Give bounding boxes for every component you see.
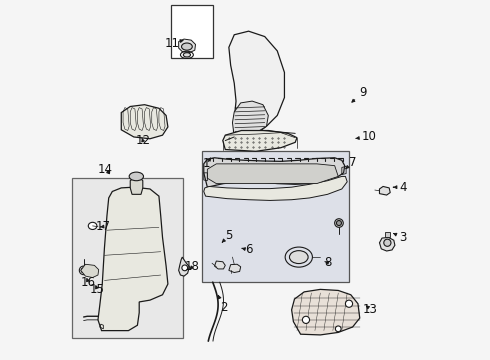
Polygon shape xyxy=(179,257,190,276)
Ellipse shape xyxy=(290,251,308,264)
Ellipse shape xyxy=(89,268,94,273)
Polygon shape xyxy=(207,164,338,184)
Text: 3: 3 xyxy=(393,231,407,244)
Text: 12: 12 xyxy=(135,134,150,147)
Bar xyxy=(72,178,183,338)
Polygon shape xyxy=(179,39,196,53)
Polygon shape xyxy=(98,187,168,330)
Ellipse shape xyxy=(81,268,86,273)
Text: 18: 18 xyxy=(185,260,200,273)
Ellipse shape xyxy=(302,316,310,323)
Bar xyxy=(202,151,349,282)
Text: 1: 1 xyxy=(203,157,211,170)
Text: 5: 5 xyxy=(222,229,233,242)
Bar xyxy=(172,5,213,58)
Ellipse shape xyxy=(337,221,342,226)
Ellipse shape xyxy=(345,300,353,307)
Polygon shape xyxy=(204,158,344,187)
Text: 6: 6 xyxy=(242,243,252,256)
Polygon shape xyxy=(292,289,360,335)
Ellipse shape xyxy=(335,219,343,227)
Ellipse shape xyxy=(335,326,341,332)
Ellipse shape xyxy=(79,266,88,275)
Ellipse shape xyxy=(384,239,391,246)
Polygon shape xyxy=(229,31,285,144)
Text: 13: 13 xyxy=(363,303,378,316)
Text: 8: 8 xyxy=(324,256,331,269)
Polygon shape xyxy=(223,131,297,151)
Ellipse shape xyxy=(129,172,144,181)
Ellipse shape xyxy=(181,43,192,50)
Polygon shape xyxy=(215,261,225,269)
Ellipse shape xyxy=(183,53,191,57)
Polygon shape xyxy=(379,186,390,195)
Ellipse shape xyxy=(87,266,96,275)
Ellipse shape xyxy=(182,265,188,271)
Text: 17: 17 xyxy=(96,220,111,233)
Polygon shape xyxy=(81,264,98,278)
Text: 4: 4 xyxy=(393,181,407,194)
Polygon shape xyxy=(232,101,269,137)
Polygon shape xyxy=(229,264,241,273)
Text: 15: 15 xyxy=(90,283,105,296)
Polygon shape xyxy=(379,237,395,251)
Polygon shape xyxy=(130,178,143,194)
Polygon shape xyxy=(204,176,347,201)
Text: 11: 11 xyxy=(164,36,183,50)
Polygon shape xyxy=(385,232,390,237)
Polygon shape xyxy=(122,105,168,139)
Text: 14: 14 xyxy=(98,163,113,176)
Text: 9: 9 xyxy=(352,86,367,102)
Text: 16: 16 xyxy=(81,276,96,289)
Text: 10: 10 xyxy=(356,130,376,144)
Ellipse shape xyxy=(88,222,97,229)
Text: 7: 7 xyxy=(346,156,356,169)
Text: 2: 2 xyxy=(219,295,227,314)
